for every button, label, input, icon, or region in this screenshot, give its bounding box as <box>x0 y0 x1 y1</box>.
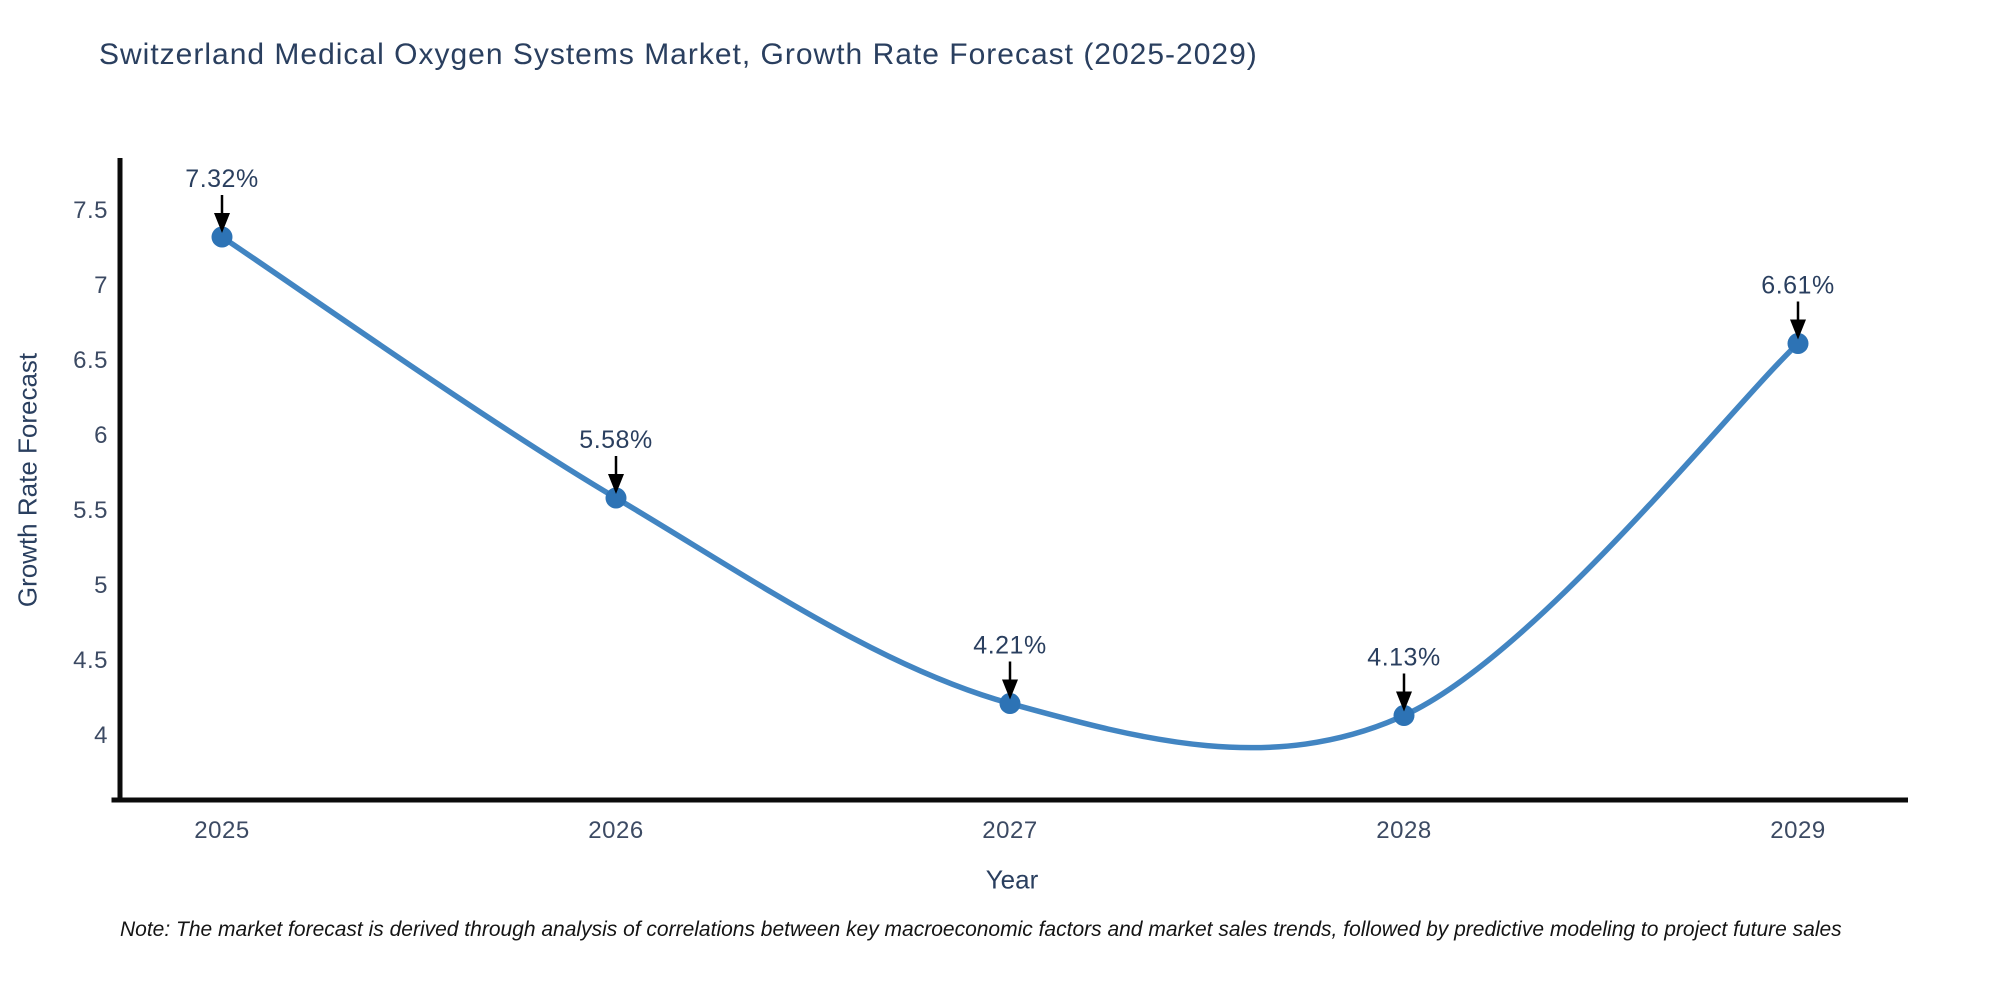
y-tick-label: 7 <box>94 272 108 299</box>
y-tick-label: 4 <box>94 722 108 749</box>
footnote: Note: The market forecast is derived thr… <box>120 918 1842 941</box>
annotation-arrowhead-icon <box>1396 691 1412 712</box>
annotation-arrowhead-icon <box>1790 319 1806 340</box>
data-point-marker <box>1393 705 1415 726</box>
data-point-marker <box>1787 333 1809 354</box>
point-value-label: 4.21% <box>973 632 1046 660</box>
x-tick-label: 2025 <box>194 817 249 844</box>
y-tick-label: 6.5 <box>73 347 108 374</box>
point-value-label: 6.61% <box>1761 272 1834 300</box>
data-point-marker <box>605 487 627 509</box>
y-tick-label: 5 <box>94 572 108 599</box>
y-axis-title: Growth Rate Forecast <box>12 352 43 608</box>
y-tick-label: 6 <box>94 422 108 449</box>
y-tick-label: 4.5 <box>73 647 108 674</box>
annotation-arrowhead-icon <box>214 213 230 233</box>
x-axis-tick-labels: 2025 2026 2027 2028 2029 <box>194 817 1825 844</box>
point-annotations: 7.32% 5.58% 4.21% 4.13% 6.61% <box>185 165 1834 712</box>
x-tick-label: 2029 <box>1770 817 1825 844</box>
chart-title: Switzerland Medical Oxygen Systems Marke… <box>99 38 1258 71</box>
annotation-arrowhead-icon <box>608 474 624 494</box>
x-tick-label: 2028 <box>1376 817 1431 844</box>
x-tick-label: 2027 <box>982 817 1037 844</box>
annotation-arrowhead-icon <box>1002 679 1018 700</box>
point-value-label: 5.58% <box>579 426 652 454</box>
point-value-label: 4.13% <box>1367 644 1440 672</box>
x-tick-label: 2026 <box>588 817 643 844</box>
y-axis-tick-labels: 4 4.5 5 5.5 6 6.5 7 7.5 <box>73 197 108 749</box>
data-point-marker <box>999 693 1021 714</box>
y-tick-label: 5.5 <box>73 497 108 524</box>
data-points <box>211 226 1809 726</box>
data-point-marker <box>211 226 233 248</box>
y-tick-label: 7.5 <box>73 197 108 224</box>
point-value-label: 7.32% <box>185 165 258 193</box>
x-axis-title: Year <box>985 864 1039 895</box>
